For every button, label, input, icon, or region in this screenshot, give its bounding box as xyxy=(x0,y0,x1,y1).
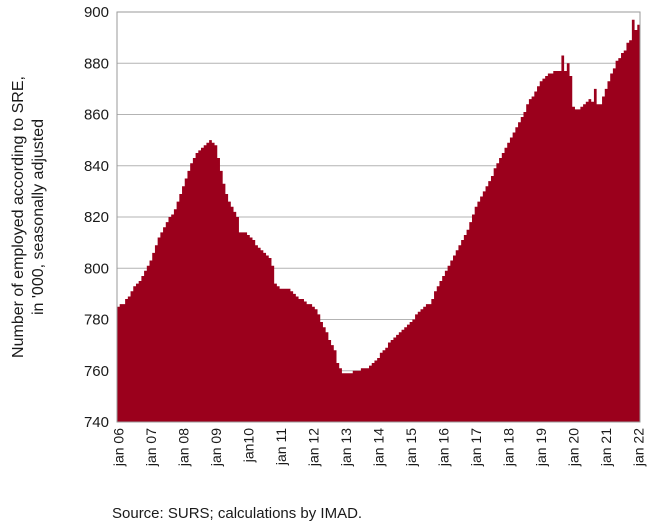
x-tick-label: jan 14 xyxy=(371,428,387,467)
y-tick-label: 820 xyxy=(84,209,109,226)
x-tick-label: jan 21 xyxy=(598,428,614,467)
y-tick-label: 840 xyxy=(84,158,109,175)
y-tick-label: 900 xyxy=(84,4,109,21)
y-tick-label: 800 xyxy=(84,260,109,277)
x-tick-label: jan 13 xyxy=(338,428,354,467)
x-tick-label: jan 22 xyxy=(631,428,647,467)
y-tick-label: 760 xyxy=(84,363,109,380)
y-axis-label-line1: Number of employed according to SRE, xyxy=(10,76,27,358)
y-axis-label-line2: in '000, seasonally adjusted xyxy=(30,119,47,315)
x-tick-label: jan 20 xyxy=(566,428,582,467)
y-axis-ticks: 740 760 780 800 820 840 860 880 900 xyxy=(84,4,109,431)
y-tick-label: 880 xyxy=(84,55,109,72)
y-tick-label: 860 xyxy=(84,107,109,124)
x-tick-label: jan 06 xyxy=(110,428,126,467)
x-tick-label: jan 11 xyxy=(273,428,289,466)
source-note: Source: SURS; calculations by IMAD. xyxy=(112,505,363,522)
x-tick-label: jan 15 xyxy=(403,428,419,467)
x-axis-ticks: jan 06 jan 07 jan 08 jan 09 jan10 jan 11 jan 1… xyxy=(110,428,646,467)
x-tick-label: jan 09 xyxy=(208,428,224,467)
x-tick-label: jan 19 xyxy=(533,428,549,467)
plot-frame xyxy=(116,11,641,423)
x-tick-label: jan 16 xyxy=(436,428,452,467)
x-tick-label: jan10 xyxy=(240,428,256,463)
x-tick-label: jan 18 xyxy=(501,428,517,467)
y-tick-label: 740 xyxy=(84,414,109,431)
x-tick-label: jan 08 xyxy=(175,428,191,467)
x-tick-label: jan 07 xyxy=(143,428,159,467)
x-tick-label: jan 12 xyxy=(306,428,322,467)
employment-area xyxy=(117,19,640,422)
x-tick-label: jan 17 xyxy=(468,428,484,467)
y-tick-label: 780 xyxy=(84,312,109,329)
